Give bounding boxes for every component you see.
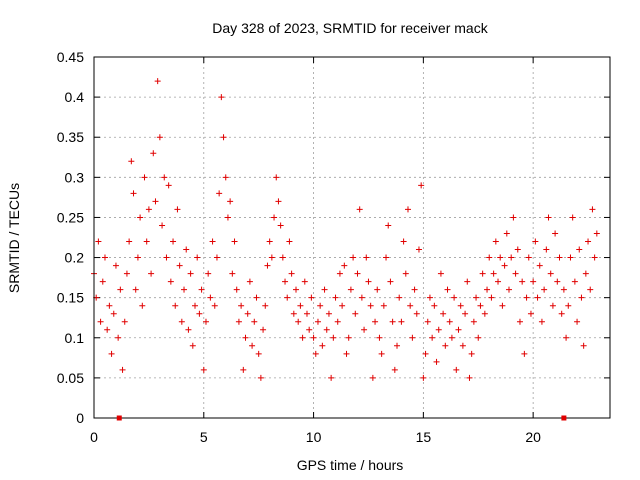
gap-marker bbox=[561, 416, 566, 421]
x-tick-label: 0 bbox=[90, 429, 98, 445]
x-tick-label: 10 bbox=[306, 429, 322, 445]
y-tick-label: 0.4 bbox=[65, 89, 85, 105]
x-tick-label: 5 bbox=[200, 429, 208, 445]
x-axis-label: GPS time / hours bbox=[297, 457, 404, 473]
y-tick-label: 0.25 bbox=[57, 209, 84, 225]
y-axis-label: SRMTID / TECUs bbox=[6, 183, 22, 293]
y-tick-label: 0.35 bbox=[57, 129, 84, 145]
y-tick-label: 0.15 bbox=[57, 290, 84, 306]
chart-background bbox=[0, 0, 640, 480]
x-tick-label: 20 bbox=[525, 429, 541, 445]
y-tick-label: 0.3 bbox=[65, 169, 85, 185]
x-tick-label: 15 bbox=[416, 429, 432, 445]
srmtid-scatter-chart: Day 328 of 2023, SRMTID for receiver mac… bbox=[0, 0, 640, 480]
gap-marker bbox=[117, 416, 122, 421]
y-tick-label: 0.1 bbox=[65, 330, 85, 346]
y-tick-label: 0 bbox=[76, 410, 84, 426]
y-tick-label: 0.05 bbox=[57, 370, 84, 386]
chart-title: Day 328 of 2023, SRMTID for receiver mac… bbox=[212, 20, 488, 36]
y-tick-label: 0.2 bbox=[65, 250, 85, 266]
y-tick-label: 0.45 bbox=[57, 49, 84, 65]
